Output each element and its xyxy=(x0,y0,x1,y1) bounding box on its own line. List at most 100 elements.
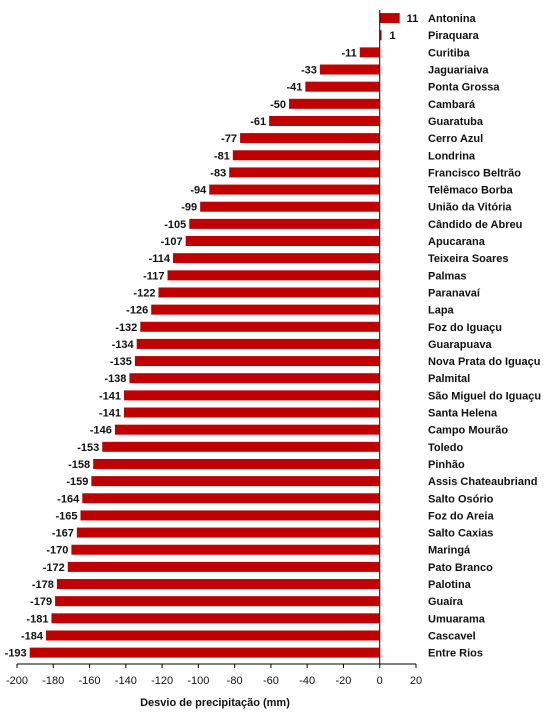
bar xyxy=(189,218,380,229)
bar-value-label: -159 xyxy=(66,476,88,488)
bar xyxy=(46,630,380,641)
bar-value-label: -132 xyxy=(115,322,137,334)
bar xyxy=(269,115,380,126)
bar xyxy=(93,458,380,469)
bar xyxy=(319,64,380,75)
category-label: Telêmaco Borba xyxy=(428,185,514,197)
bar-value-label: -164 xyxy=(57,493,80,505)
bar-value-label: -114 xyxy=(149,253,171,265)
bar xyxy=(229,167,380,178)
bar-value-label: -122 xyxy=(133,287,155,299)
category-label: Curitiba xyxy=(428,47,470,59)
category-label: Salto Osório xyxy=(428,493,494,505)
x-tick-label: 0 xyxy=(377,675,383,687)
x-axis-label: Desvio de precipitação (mm) xyxy=(140,697,290,709)
category-label: Ponta Grossa xyxy=(428,82,500,94)
category-label: Antonina xyxy=(428,13,477,25)
bar xyxy=(305,81,380,92)
bar xyxy=(91,476,380,487)
category-label: Paranavaí xyxy=(428,287,481,299)
bar xyxy=(51,613,380,624)
bars-group: 111-11-33-41-50-61-77-81-83-94-99-105-10… xyxy=(5,13,419,660)
bar xyxy=(289,98,380,109)
bar-value-label: -83 xyxy=(210,167,226,179)
bar-value-label: -11 xyxy=(341,47,356,59)
category-label: Maringá xyxy=(428,545,471,557)
x-tick-label: -120 xyxy=(151,675,173,687)
bar xyxy=(185,236,380,247)
x-tick-label: -40 xyxy=(299,675,315,687)
bar xyxy=(140,321,380,332)
x-tick-label: 20 xyxy=(410,675,422,687)
bar-value-label: -146 xyxy=(90,425,112,437)
bar-value-label: -193 xyxy=(5,648,27,660)
category-label: Palotina xyxy=(428,579,472,591)
bar-value-label: -158 xyxy=(68,459,90,471)
bar xyxy=(209,184,380,195)
category-label: Umuarama xyxy=(428,613,486,625)
category-label: São Miguel do Iguaçu xyxy=(428,390,541,402)
category-label: Guaíra xyxy=(428,596,464,608)
bar xyxy=(134,356,380,367)
bar xyxy=(56,579,380,590)
bar-value-label: 11 xyxy=(407,13,419,25)
bar-value-label: -178 xyxy=(32,579,54,591)
category-label: Guarapuava xyxy=(428,339,492,351)
bar xyxy=(124,390,380,401)
bar-value-label: -181 xyxy=(26,613,48,625)
bar-value-label: -167 xyxy=(52,528,74,540)
category-label: Lapa xyxy=(428,305,455,317)
bar xyxy=(71,544,380,555)
bar xyxy=(167,270,380,281)
category-label: Apucarana xyxy=(428,236,486,248)
bar xyxy=(240,133,380,144)
bar-value-label: -170 xyxy=(46,545,68,557)
category-label: Santa Helena xyxy=(428,408,498,420)
x-tick-label: -180 xyxy=(42,675,64,687)
bar-value-label: -117 xyxy=(143,270,164,282)
x-tick-label: -100 xyxy=(187,675,209,687)
bar-value-label: -138 xyxy=(104,373,126,385)
bar-value-label: -153 xyxy=(77,442,99,454)
bar-value-label: -135 xyxy=(110,356,132,368)
bar-value-label: -33 xyxy=(301,65,317,77)
x-tick-label: -160 xyxy=(79,675,101,687)
bar xyxy=(129,373,380,384)
bar xyxy=(102,441,380,452)
x-tick-label: -80 xyxy=(227,675,243,687)
bar xyxy=(359,47,380,58)
category-label: Nova Prata do Iguaçu xyxy=(428,356,540,368)
category-label: Palmas xyxy=(428,270,467,282)
bar-value-label: -107 xyxy=(161,236,183,248)
x-tick-label: -20 xyxy=(336,675,352,687)
category-labels-group: Antonina Piraquara Curitiba Jaguariaiva Pont… xyxy=(428,13,541,660)
bar xyxy=(80,510,380,521)
category-label: Piraquara xyxy=(428,30,480,42)
bar-value-label: -99 xyxy=(181,202,197,214)
category-label: Assis Chateaubriand xyxy=(428,476,537,488)
bar xyxy=(67,561,380,572)
bar-value-label: -94 xyxy=(190,185,207,197)
bar-value-label: -165 xyxy=(55,510,77,522)
x-tick-label: -140 xyxy=(115,675,137,687)
category-label: Londrina xyxy=(428,150,476,162)
bar-value-label: -50 xyxy=(270,99,286,111)
x-ticks-group: -200 -180 -160 -140 -120 -100 -80 -60 -40 -20 0 20 xyxy=(6,664,422,687)
bar-value-label: -141 xyxy=(99,408,121,420)
category-label: Foz do Areia xyxy=(428,510,494,522)
bar xyxy=(151,304,380,315)
category-label: Toledo xyxy=(428,442,464,454)
bar xyxy=(232,150,380,161)
category-label: Campo Mourão xyxy=(428,425,508,437)
category-label: Cambará xyxy=(428,99,476,111)
bar xyxy=(136,338,380,349)
category-label: Foz do Iguaçu xyxy=(428,322,502,334)
bar xyxy=(55,596,380,607)
bar-value-label: -77 xyxy=(221,133,237,145)
category-label: União da Vitória xyxy=(428,202,512,214)
bar-value-label: -184 xyxy=(21,630,44,642)
category-label: Palmital xyxy=(428,373,470,385)
x-tick-label: -200 xyxy=(6,675,28,687)
bar xyxy=(124,407,380,418)
